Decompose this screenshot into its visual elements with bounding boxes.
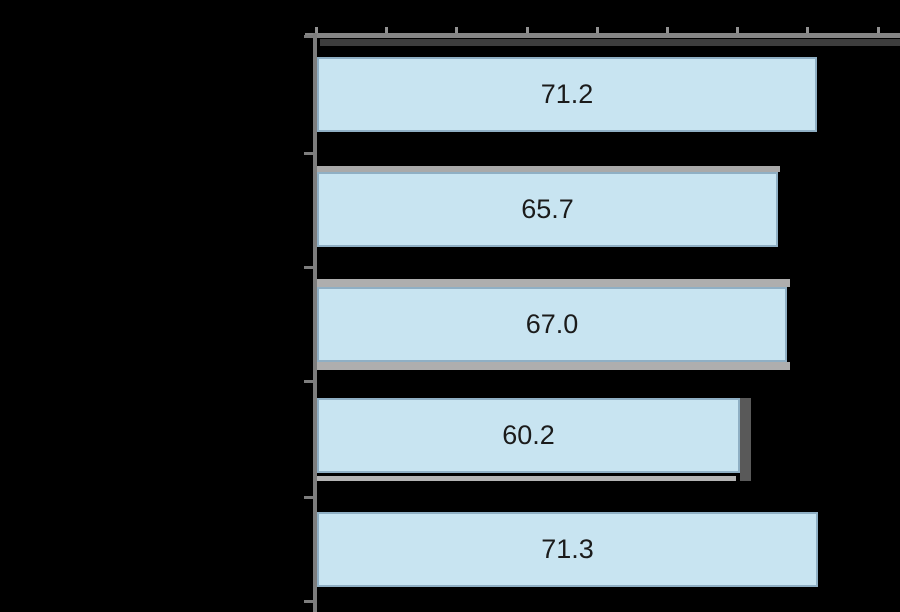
bar-value-label: 65.7 xyxy=(521,194,574,224)
bar: 71.3 xyxy=(317,512,818,587)
x-axis-tick xyxy=(736,27,739,33)
bar-value-label: 71.3 xyxy=(541,534,594,564)
bar-value-label: 60.2 xyxy=(502,420,555,450)
bar: 71.2 xyxy=(317,57,817,132)
x-axis-tick xyxy=(877,27,880,33)
y-axis-tick xyxy=(304,152,313,155)
x-axis-line xyxy=(305,33,900,38)
bar: 65.7 xyxy=(317,172,778,247)
y-axis-tick xyxy=(304,600,313,603)
bar-value-label: 67.0 xyxy=(525,309,579,339)
bar-shadow-sliver xyxy=(317,476,736,481)
x-axis-shadow xyxy=(320,39,900,46)
x-axis-tick xyxy=(806,27,809,33)
x-axis-tick xyxy=(315,27,318,33)
bar-value-label: 71.2 xyxy=(540,79,594,109)
bar-shadow-sliver xyxy=(317,279,790,287)
x-axis-tick xyxy=(666,27,669,33)
y-axis-tick xyxy=(304,496,313,499)
x-axis-tick xyxy=(596,27,599,33)
x-axis-tick xyxy=(385,27,388,33)
x-axis-tick xyxy=(455,27,458,33)
bar-shadow-sliver xyxy=(317,362,790,370)
bar-shadow-sliver xyxy=(740,398,751,481)
x-axis-tick xyxy=(526,27,529,33)
y-axis-tick xyxy=(304,35,313,38)
y-axis-tick xyxy=(304,266,313,269)
y-axis-tick xyxy=(304,380,313,383)
bar-shadow-sliver xyxy=(317,166,780,172)
bar: 60.2 xyxy=(317,398,740,473)
y-axis-line xyxy=(313,33,317,612)
bar: 67.0 xyxy=(317,287,787,362)
